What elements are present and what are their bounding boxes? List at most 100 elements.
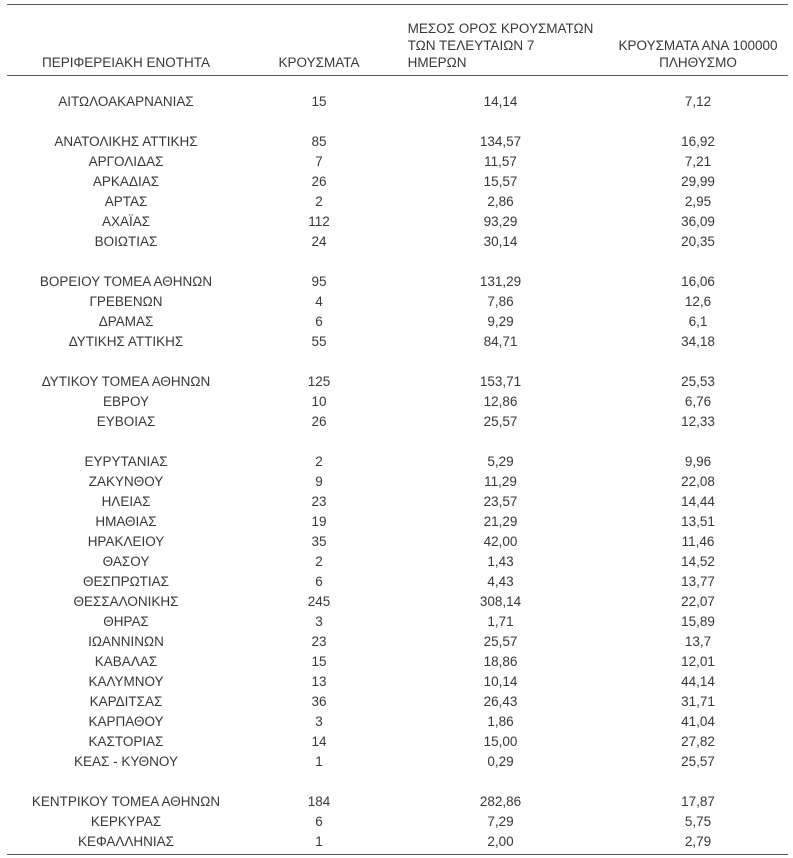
cell-avg7: 93,29 — [483, 214, 518, 229]
covid-cases-by-region-table: ΠΕΡΙΦΕΡΕΙΑΚΗ ΕΝΟΤΗΤΑ ΚΡΟΥΣΜΑΤΑ ΜΕΣΟΣ ΟΡΟ… — [7, 4, 788, 855]
cell-avg7: 9,29 — [487, 314, 514, 329]
cell-region: ΕΥΡΥΤΑΝΙΑΣ — [84, 454, 168, 469]
cell-cases: 13 — [311, 674, 327, 689]
cell-cases: 55 — [311, 334, 327, 349]
cell-region: ΔΥΤΙΚΟΥ ΤΟΜΕΑ ΑΘΗΝΩΝ — [41, 374, 211, 389]
cell-region: ΚΑΣΤΟΡΙΑΣ — [88, 734, 164, 749]
column-header-avg7-line1: ΜΕΣΟΣ ΟΡΟΣ ΚΡΟΥΣΜΑΤΩΝ — [407, 21, 594, 36]
cell-avg7: 14,14 — [483, 94, 518, 109]
cell-region: ΚΕΑΣ - ΚΥΘΝΟΥ — [74, 754, 178, 769]
cell-region: ΗΡΑΚΛΕΙΟΥ — [87, 534, 165, 549]
cell-per100k: 25,57 — [681, 754, 715, 769]
cell-region: ΖΑΚΥΝΘΟΥ — [88, 474, 164, 489]
cell-avg7: 15,00 — [483, 734, 518, 749]
cell-avg7: 7,86 — [487, 294, 514, 309]
cell-avg7: 153,71 — [479, 374, 522, 389]
table-row: ΑΡΤΑΣ 2 2,86 2,95 — [7, 192, 788, 212]
cell-cases: 2 — [315, 454, 323, 469]
cell-region: ΑΧΑΪΑΣ — [101, 214, 151, 229]
cell-cases: 23 — [311, 634, 327, 649]
table-row: ΗΜΑΘΙΑΣ 19 21,29 13,51 — [7, 512, 788, 532]
table-row: ΘΗΡΑΣ 3 1,71 15,89 — [7, 612, 788, 632]
table-row: ΑΧΑΪΑΣ 112 93,29 36,09 — [7, 212, 788, 232]
table-row: ΚΕΝΤΡΙΚΟΥ ΤΟΜΕΑ ΑΘΗΝΩΝ 184 282,86 17,87 — [7, 792, 788, 812]
table-row: ΒΟΙΩΤΙΑΣ 24 30,14 20,35 — [7, 232, 788, 252]
cell-cases: 125 — [307, 374, 331, 389]
cell-cases: 2 — [315, 554, 323, 569]
cell-per100k: 11,46 — [681, 534, 715, 549]
group-gap — [7, 112, 788, 132]
cell-region: ΘΕΣΣΑΛΟΝΙΚΗΣ — [73, 594, 179, 609]
cell-per100k: 31,71 — [681, 694, 715, 709]
table-row: ΔΡΑΜΑΣ 6 9,29 6,1 — [7, 312, 788, 332]
cell-cases: 3 — [315, 714, 323, 729]
cell-cases: 6 — [315, 574, 323, 589]
column-header-avg7-line2: ΤΩΝ ΤΕΛΕΥΤΑΙΩΝ 7 — [407, 38, 535, 53]
cell-region: ΘΕΣΠΡΩΤΙΑΣ — [82, 574, 170, 589]
cell-cases: 85 — [311, 134, 327, 149]
table-row: ΕΥΒΟΙΑΣ 26 25,57 12,33 — [7, 412, 788, 432]
group-gap — [7, 352, 788, 372]
column-header-avg7: ΜΕΣΟΣ ΟΡΟΣ ΚΡΟΥΣΜΑΤΩΝ ΤΩΝ ΤΕΛΕΥΤΑΙΩΝ 7 Η… — [393, 20, 608, 71]
cell-region: ΘΑΣΟΥ — [102, 554, 150, 569]
cell-cases: 35 — [311, 534, 327, 549]
table-row: ΙΩΑΝΝΙΝΩΝ 23 25,57 13,7 — [7, 632, 788, 652]
table-row: ΕΒΡΟΥ 10 12,86 6,76 — [7, 392, 788, 412]
cell-per100k: 2,95 — [684, 194, 712, 209]
table-row: ΚΕΦΑΛΛΗΝΙΑΣ 1 2,00 2,79 — [7, 832, 788, 852]
cell-per100k: 16,92 — [681, 134, 715, 149]
group-gap — [7, 252, 788, 272]
cell-region: ΓΡΕΒΕΝΩΝ — [89, 294, 163, 309]
cell-avg7: 308,14 — [479, 594, 522, 609]
column-header-avg7-line3: ΗΜΕΡΩΝ — [407, 55, 467, 70]
cell-avg7: 30,14 — [483, 234, 518, 249]
cell-region: ΑΡΤΑΣ — [104, 194, 148, 209]
cell-per100k: 22,08 — [681, 474, 715, 489]
table-row: ΚΑΡΔΙΤΣΑΣ 36 26,43 31,71 — [7, 692, 788, 712]
cell-region: ΚΑΡΔΙΤΣΑΣ — [89, 694, 163, 709]
cell-per100k: 7,12 — [684, 94, 712, 109]
cell-per100k: 27,82 — [681, 734, 715, 749]
cell-per100k: 12,01 — [681, 654, 715, 669]
cell-avg7: 11,29 — [484, 474, 517, 489]
cell-per100k: 15,89 — [681, 614, 715, 629]
table-row: ΚΑΒΑΛΑΣ 15 18,86 12,01 — [7, 652, 788, 672]
cell-region: ΔΡΑΜΑΣ — [98, 314, 154, 329]
cell-region: ΕΥΒΟΙΑΣ — [96, 414, 156, 429]
cell-region: ΒΟΡΕΙΟΥ ΤΟΜΕΑ ΑΘΗΝΩΝ — [39, 274, 213, 289]
column-header-cases-label: ΚΡΟΥΣΜΑΤΑ — [278, 55, 360, 70]
cell-region: ΑΝΑΤΟΛΙΚΗΣ ΑΤΤΙΚΗΣ — [54, 134, 198, 149]
cell-per100k: 6,1 — [688, 314, 708, 329]
cell-region: ΚΕΦΑΛΛΗΝΙΑΣ — [77, 834, 175, 849]
cell-avg7: 15,57 — [483, 174, 518, 189]
cell-per100k: 5,75 — [684, 814, 712, 829]
table-row: ΓΡΕΒΕΝΩΝ 4 7,86 12,6 — [7, 292, 788, 312]
table-row: ΒΟΡΕΙΟΥ ΤΟΜΕΑ ΑΘΗΝΩΝ 95 131,29 16,06 — [7, 272, 788, 292]
table-row: ΑΝΑΤΟΛΙΚΗΣ ΑΤΤΙΚΗΣ 85 134,57 16,92 — [7, 132, 788, 152]
cell-region: ΗΜΑΘΙΑΣ — [95, 514, 157, 529]
cell-cases: 112 — [308, 214, 330, 229]
cell-cases: 14 — [311, 734, 327, 749]
table-row: ΘΕΣΠΡΩΤΙΑΣ 6 4,43 13,77 — [7, 572, 788, 592]
cell-avg7: 18,86 — [483, 654, 518, 669]
cell-per100k: 14,52 — [681, 554, 715, 569]
cell-per100k: 7,21 — [684, 154, 712, 169]
cell-region: ΑΡΓΟΛΙΔΑΣ — [88, 154, 164, 169]
cell-avg7: 5,29 — [487, 454, 514, 469]
cell-avg7: 4,43 — [487, 574, 514, 589]
table-row: ΗΛΕΙΑΣ 23 23,57 14,44 — [7, 492, 788, 512]
cell-cases: 26 — [311, 414, 327, 429]
cell-per100k: 44,14 — [681, 674, 715, 689]
cell-cases: 10 — [311, 394, 327, 409]
cell-avg7: 23,57 — [483, 494, 518, 509]
cell-avg7: 10,14 — [483, 674, 518, 689]
cell-avg7: 42,00 — [483, 534, 518, 549]
cell-cases: 7 — [315, 154, 323, 169]
cell-avg7: 131,29 — [479, 274, 522, 289]
cell-avg7: 11,57 — [484, 154, 517, 169]
table-row: ΘΕΣΣΑΛΟΝΙΚΗΣ 245 308,14 22,07 — [7, 592, 788, 612]
cell-per100k: 9,96 — [684, 454, 712, 469]
column-header-per100k-line2: ΠΛΗΘΥΣΜΟ — [659, 55, 737, 70]
cell-region: ΚΑΛΥΜΝΟΥ — [88, 674, 164, 689]
cell-cases: 1 — [315, 834, 323, 849]
